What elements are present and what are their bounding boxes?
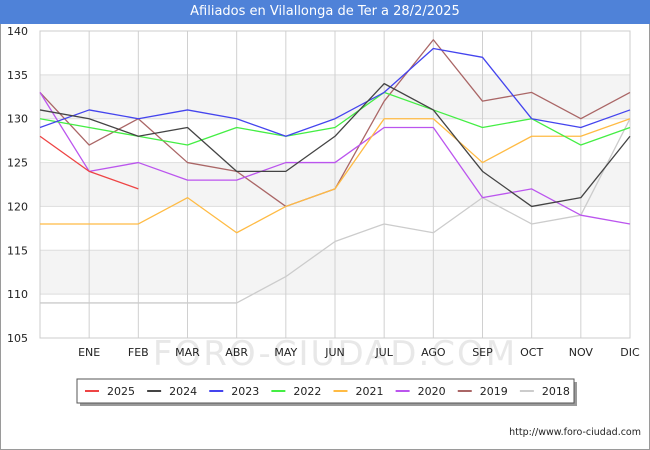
plot-area bbox=[39, 30, 631, 339]
x-tick-label: ENE bbox=[78, 346, 100, 359]
y-tick-label: 135 bbox=[7, 69, 28, 82]
source-url[interactable]: http://www.foro-ciudad.com bbox=[509, 427, 641, 438]
legend: 2025 2024 2023 2022 2021 2020 2019 2018 bbox=[76, 378, 577, 406]
series-line-2023 bbox=[39, 47, 631, 137]
series-line-2021 bbox=[40, 118, 631, 234]
legend-label-2025: 2025 bbox=[107, 385, 135, 398]
y-tick-label: 120 bbox=[7, 200, 28, 213]
x-tick-label: NOV bbox=[569, 346, 594, 359]
legend-label-2024: 2024 bbox=[169, 385, 197, 398]
legend-label-2021: 2021 bbox=[356, 385, 384, 398]
series-line-2018 bbox=[40, 118, 631, 304]
legend-label-2022: 2022 bbox=[293, 385, 321, 398]
x-tick-label: MAR bbox=[175, 346, 200, 359]
x-tick-label: JUL bbox=[374, 346, 393, 359]
x-tick-label: AGO bbox=[421, 346, 446, 359]
legend-label-2023: 2023 bbox=[231, 385, 259, 398]
series-line-2024 bbox=[39, 82, 631, 208]
x-tick-label: FEB bbox=[128, 346, 149, 359]
x-axis: ENE FEB MAR ABR MAY JUN JUL AGO SEP OCT NOV DIC bbox=[78, 346, 640, 359]
legend-label-2018: 2018 bbox=[542, 385, 570, 398]
y-tick-label: 110 bbox=[7, 288, 28, 301]
y-tick-label: 125 bbox=[7, 157, 28, 170]
y-tick-label: 140 bbox=[7, 25, 28, 38]
series-line-2020 bbox=[39, 92, 631, 225]
x-tick-label: JUN bbox=[324, 346, 345, 359]
x-tick-label: SEP bbox=[472, 346, 493, 359]
x-tick-label: MAY bbox=[274, 346, 297, 359]
series-line-2025 bbox=[39, 135, 139, 190]
y-tick-label: 105 bbox=[7, 332, 28, 345]
grid-lines bbox=[39, 30, 631, 339]
x-tick-label: DIC bbox=[620, 346, 640, 359]
legend-label-2020: 2020 bbox=[418, 385, 446, 398]
series-lines bbox=[39, 39, 631, 304]
x-tick-label: ABR bbox=[225, 346, 248, 359]
watermark: FORO-CIUDAD.COM bbox=[153, 334, 517, 374]
legend-label-2019: 2019 bbox=[480, 385, 508, 398]
y-axis: 105 110 115 120 125 130 135 140 bbox=[7, 25, 28, 345]
y-tick-label: 115 bbox=[7, 244, 28, 257]
y-tick-label: 130 bbox=[7, 113, 28, 126]
chart-title: Afiliados en Vilallonga de Ter a 28/2/20… bbox=[0, 0, 650, 24]
x-tick-label: OCT bbox=[520, 346, 543, 359]
